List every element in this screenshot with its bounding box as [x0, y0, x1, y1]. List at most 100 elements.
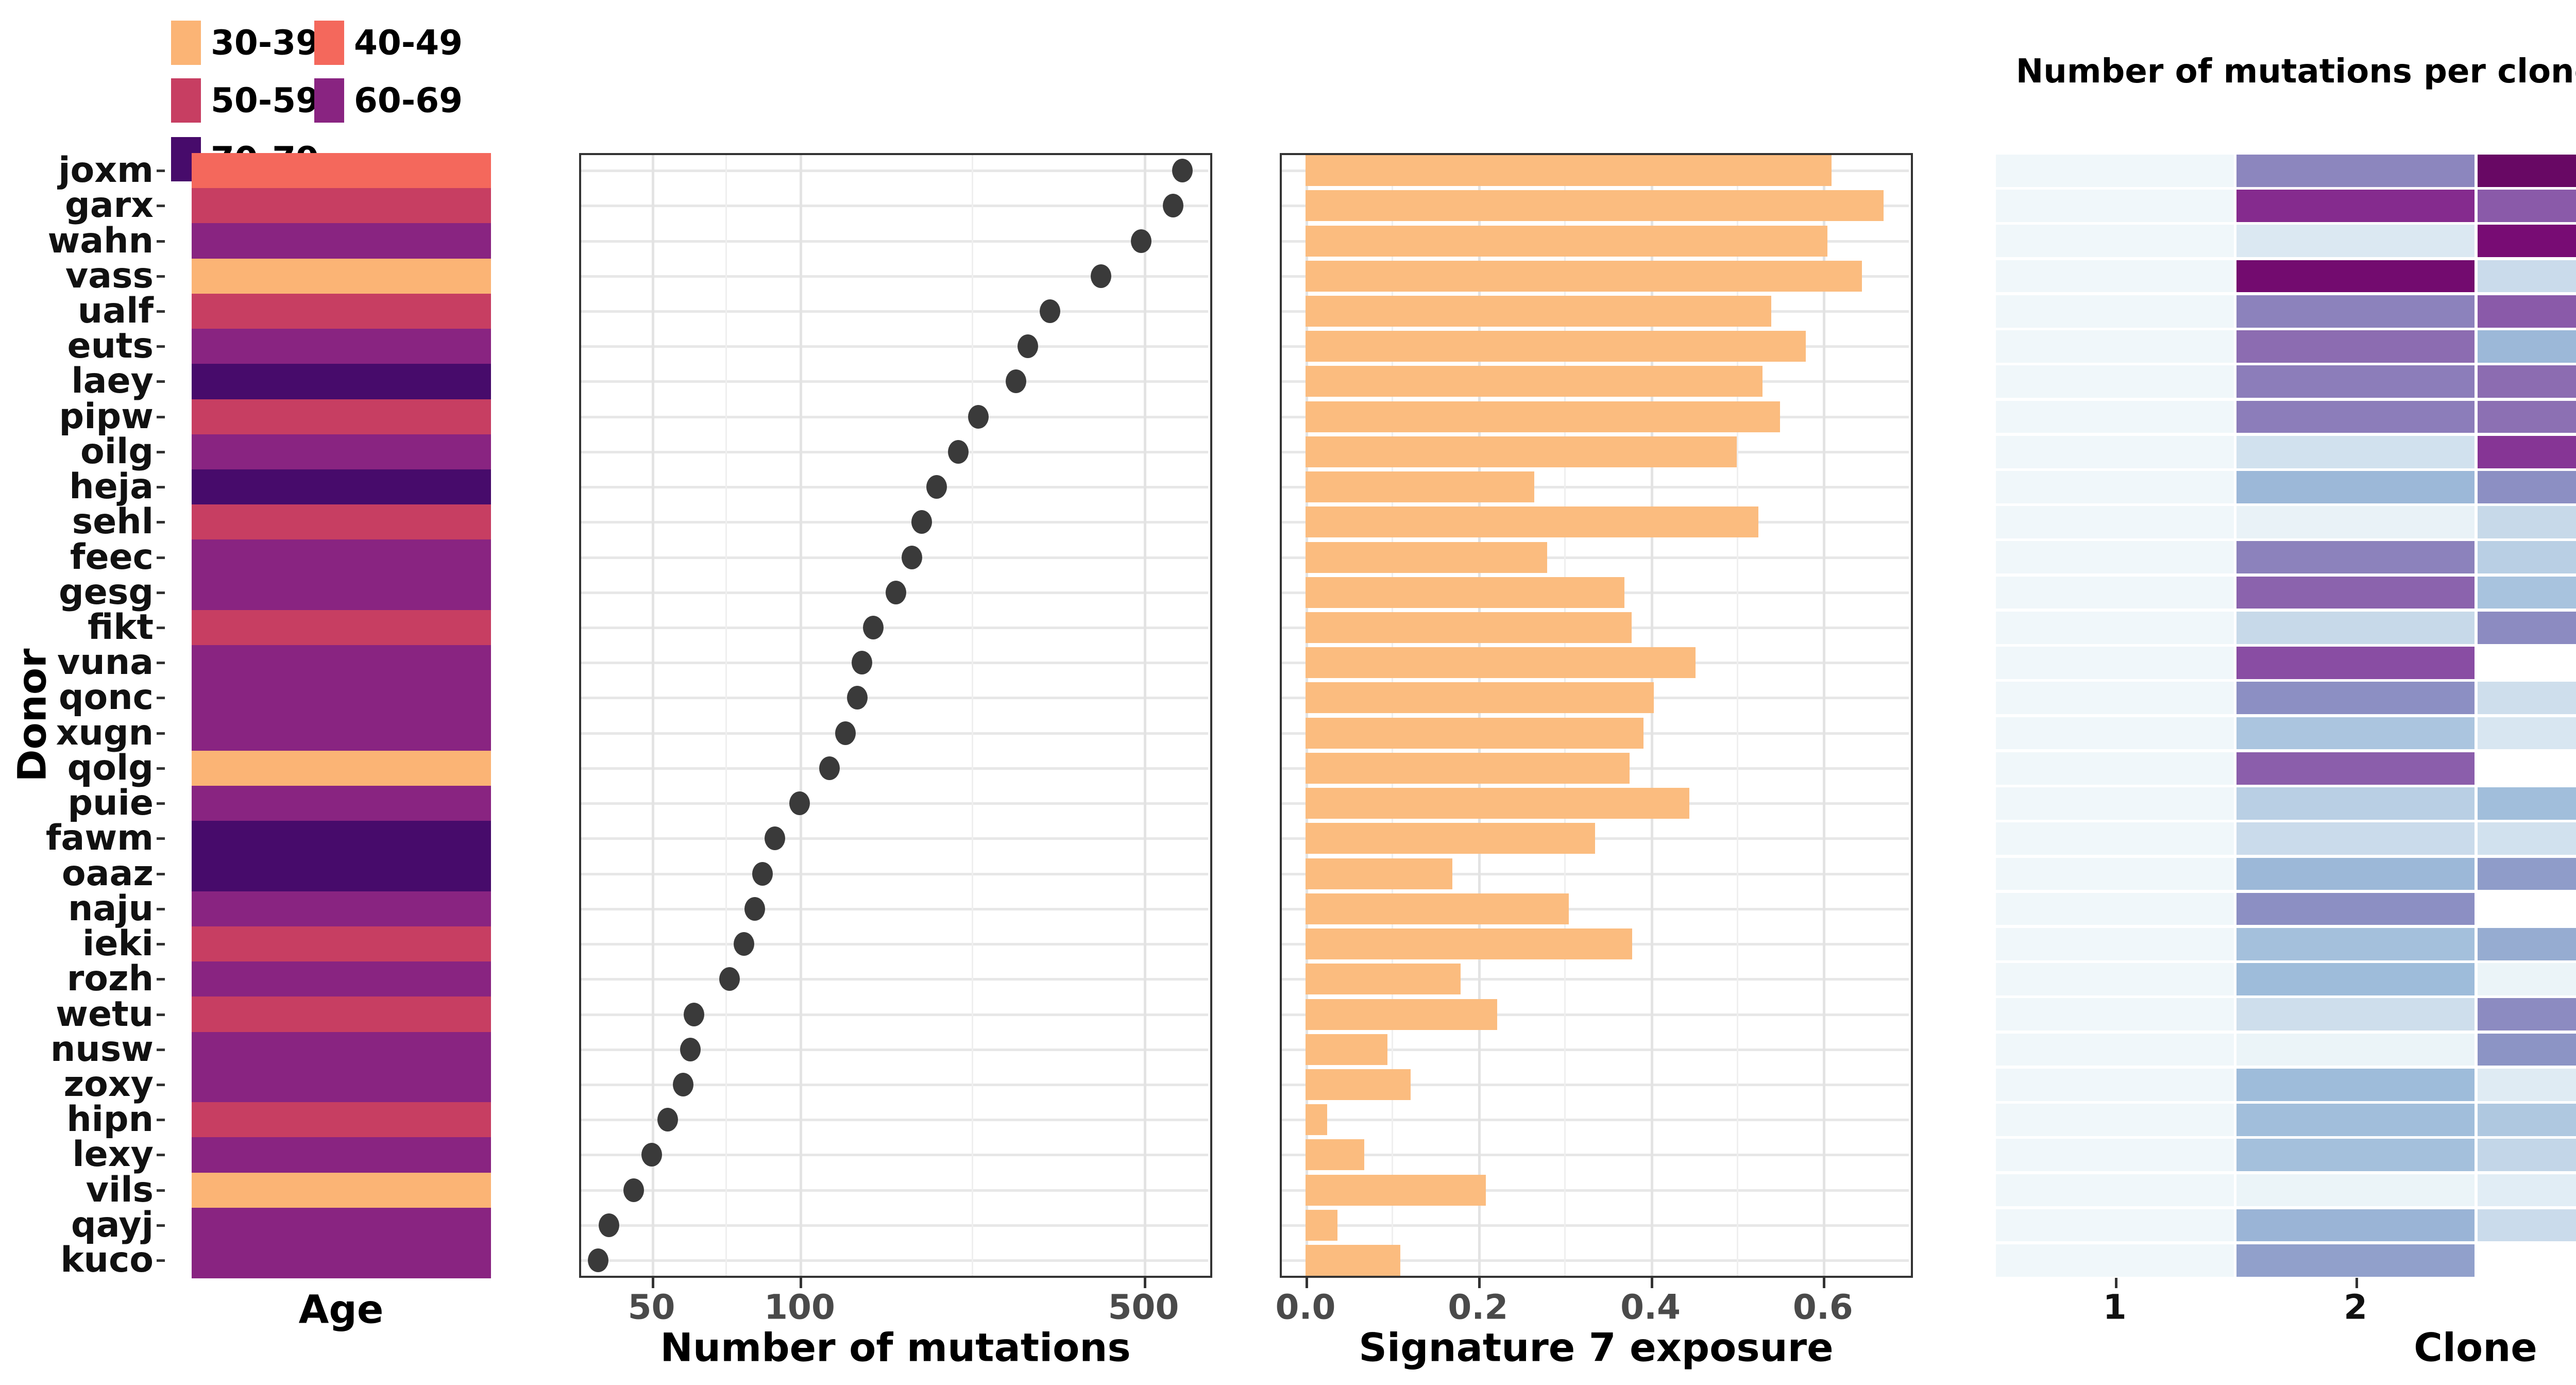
signature-exposure-bar [1306, 999, 1497, 1030]
signature-exposure-bar [1306, 893, 1569, 924]
mutation-count-dot [719, 967, 740, 991]
age-legend-swatch [314, 78, 344, 123]
age-cell [192, 1207, 491, 1243]
dot-panel-gridline-h [579, 521, 1208, 524]
donor-label: oilg [80, 431, 154, 472]
donor-label: ieki [82, 923, 154, 965]
donor-axis-tick [157, 1048, 165, 1051]
bar-panel-gridline-h [1280, 1259, 1909, 1262]
mutation-count-dot [744, 897, 765, 921]
mutation-count-dot [733, 932, 754, 956]
age-cell [192, 188, 491, 224]
donor-axis-tick [157, 732, 165, 735]
clone-heatmap-cell [2235, 680, 2477, 716]
mutation-count-dot [862, 616, 884, 640]
signature-exposure-bar [1306, 436, 1737, 467]
clone-heatmap-cell [2476, 1102, 2576, 1138]
clone-heatmap-cell [2476, 680, 2576, 716]
signature-exposure-bar [1306, 823, 1596, 854]
clone-heatmap-cell [2476, 434, 2576, 470]
age-cell [192, 926, 491, 962]
signature-exposure-bar [1306, 260, 1862, 292]
mutation-count-dot [835, 721, 856, 745]
colorbar-title: Number of mutations per clone [2015, 53, 2576, 91]
mutation-count-dot [657, 1108, 679, 1132]
donor-axis-tick [157, 240, 165, 243]
signature-tick-label: 0.6 [1792, 1287, 1853, 1327]
donor-axis-tick [157, 275, 165, 278]
clone-heatmap-cell [2235, 996, 2477, 1033]
mutation-count-dot [1131, 229, 1152, 253]
dot-panel-gridline-h [579, 1224, 1208, 1227]
mutation-count-dot [1040, 299, 1061, 323]
age-cell [192, 399, 491, 435]
donor-label: wahn [47, 220, 154, 261]
donor-axis-tick [157, 662, 165, 665]
clone-heatmap-cell [2476, 996, 2576, 1033]
signature-axis-title: Signature 7 exposure [1359, 1324, 1834, 1371]
dot-panel-gridline-major [651, 153, 654, 1278]
clone-heatmap-cell [2235, 399, 2477, 435]
clone-heatmap-cell [2235, 750, 2477, 786]
dot-panel-gridline-h [579, 205, 1208, 208]
signature-exposure-bar [1306, 612, 1632, 644]
age-cell [192, 539, 491, 576]
donor-label: sehl [72, 501, 154, 543]
clone-axis-title: Clone [2414, 1324, 2537, 1371]
dot-panel-gridline-h [579, 310, 1208, 313]
age-cell [192, 680, 491, 716]
mutation-count-dot [1163, 194, 1184, 218]
signature-exposure-bar [1306, 1139, 1364, 1171]
signature-exposure-bar [1306, 1174, 1486, 1206]
clone-heatmap-cell [2476, 223, 2576, 259]
clone-heatmap-cell [1994, 680, 2235, 716]
clone-axis-tick [2114, 1278, 2117, 1288]
bar-panel-gridline-h [1280, 1083, 1909, 1086]
bar-panel-gridline-h [1280, 1189, 1909, 1192]
donor-axis-tick [157, 205, 165, 208]
clone-heatmap-cell [1994, 1102, 2235, 1138]
mutation-count-dot [852, 651, 873, 675]
signature-exposure-bar [1306, 577, 1625, 608]
clone-heatmap-cell [2235, 961, 2477, 997]
signature-exposure-bar [1306, 366, 1763, 397]
age-legend-label: 50-59 [211, 80, 320, 121]
donor-label: lexy [72, 1134, 154, 1175]
mutation-count-dot [819, 756, 840, 780]
donor-label: kuco [60, 1240, 154, 1281]
age-cell [192, 1172, 491, 1208]
bar-panel-gridline-h [1280, 907, 1909, 910]
donor-label: heja [69, 466, 154, 508]
age-cell [192, 434, 491, 470]
clone-heatmap-cell [2235, 926, 2477, 962]
signature-exposure-bar [1306, 752, 1630, 784]
bar-panel-gridline-h [1280, 556, 1909, 559]
signature-exposure-bar [1306, 1209, 1337, 1241]
mutation-count-dot [683, 1002, 704, 1026]
clone-heatmap-cell [2235, 821, 2477, 856]
age-cell [192, 1102, 491, 1138]
age-cell [192, 1067, 491, 1103]
donor-axis-tick [157, 978, 165, 981]
donor-axis-tick [157, 837, 165, 840]
clone-heatmap-cell [2476, 961, 2576, 997]
dot-panel-gridline-h [579, 1154, 1208, 1157]
signature-tick-label: 0.4 [1620, 1287, 1681, 1327]
age-cell [192, 1242, 491, 1279]
donor-label: fawm [45, 818, 154, 859]
clone-heatmap-cell [1994, 750, 2235, 786]
dot-panel-gridline-h [579, 978, 1208, 981]
clone-heatmap-cell [1994, 329, 2235, 364]
mutation-count-dot [680, 1037, 701, 1061]
clone-heatmap-cell [2235, 1067, 2477, 1103]
clone-heatmap-cell [1994, 1137, 2235, 1173]
dot-panel-gridline-major [1143, 153, 1146, 1278]
age-cell [192, 575, 491, 611]
mutations-axis-tick [1143, 1278, 1146, 1288]
clone-heatmap-cell [2235, 364, 2477, 400]
dot-panel-gridline-h [579, 907, 1208, 910]
donor-axis-tick [157, 170, 165, 173]
clone-heatmap-cell [2235, 715, 2477, 751]
dot-panel-gridline-h [579, 1083, 1208, 1086]
